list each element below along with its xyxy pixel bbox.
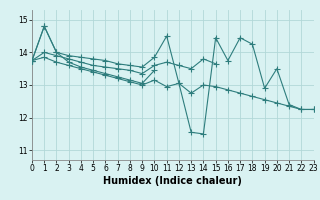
X-axis label: Humidex (Indice chaleur): Humidex (Indice chaleur)	[103, 176, 242, 186]
